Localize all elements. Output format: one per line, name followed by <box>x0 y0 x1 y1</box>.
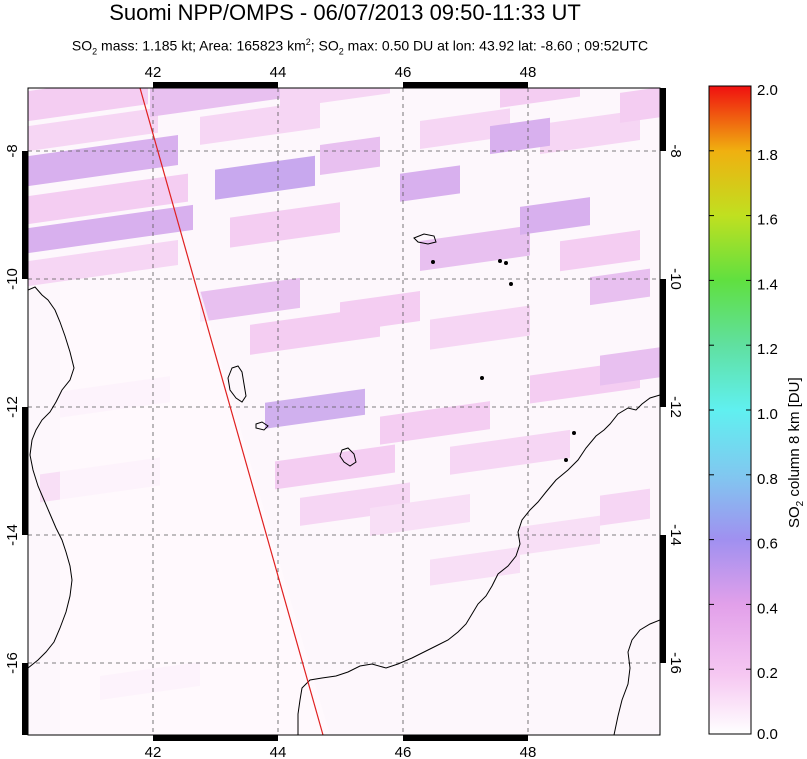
lat-label-right-8: -8 <box>667 144 684 157</box>
subtitle-mass-label: SO <box>71 37 93 54</box>
cb-label-1-6: 1.6 <box>757 212 778 229</box>
lon-label-bottom-44: 44 <box>270 744 287 759</box>
lat-labels-left: -8 -10 -12 -14 -16 <box>4 144 21 674</box>
map-title: Suomi NPP/OMPS - 06/07/2013 09:50-11:33 … <box>109 0 581 25</box>
lon-labels-top: 42 44 46 48 <box>145 64 537 81</box>
cb-label-0-0: 0.0 <box>757 726 778 743</box>
lat-label-left-16: -16 <box>4 652 21 674</box>
subtitle-mass-sub: 2 <box>92 46 98 57</box>
lon-label-top-42: 42 <box>145 64 162 81</box>
subtitle-max-text: max: 0.50 DU at lon: 43.92 lat: -8.60 ; … <box>343 37 649 54</box>
so2-pixels <box>28 88 660 735</box>
colorbar-ticks <box>709 85 751 670</box>
frame-lat-bars <box>22 88 666 735</box>
lat-label-right-16: -16 <box>667 652 684 674</box>
cb-title-sub: 2 <box>795 500 806 507</box>
lat-label-left-14: -14 <box>4 524 21 546</box>
lat-labels-right: -8 -10 -12 -14 -16 <box>667 144 684 674</box>
map-subtitle: SO2 mass: 1.185 kt; Area: 165823 km2; SO… <box>10 33 710 60</box>
lon-label-bottom-48: 48 <box>520 744 537 759</box>
cb-label-2-0: 2.0 <box>757 82 778 99</box>
colorbar-title: SO2 column 8 km [DU] <box>786 377 806 528</box>
cb-label-1-4: 1.4 <box>757 276 778 293</box>
cb-label-1-0: 1.0 <box>757 406 778 423</box>
cb-label-0-8: 0.8 <box>757 471 778 488</box>
subtitle-area-sup: 2 <box>305 37 311 47</box>
cb-label-1-8: 1.8 <box>757 147 778 164</box>
lat-label-right-12: -12 <box>667 396 684 418</box>
cb-title-main: SO <box>786 506 803 528</box>
lat-label-left-10: -10 <box>4 268 21 290</box>
colorbar-tick-labels: 2.0 1.8 1.6 1.4 1.2 1.0 0.8 0.6 0.4 0.2 … <box>757 82 778 743</box>
cb-label-1-2: 1.2 <box>757 341 778 358</box>
lon-labels-bottom: 42 44 46 48 <box>145 744 537 759</box>
cb-label-0-6: 0.6 <box>757 536 778 553</box>
orbit-track-line <box>139 87 324 736</box>
coastlines <box>28 233 660 735</box>
cb-label-0-4: 0.4 <box>757 600 778 617</box>
lat-label-left-12: -12 <box>4 396 21 418</box>
cb-title-rest: column 8 km [DU] <box>786 377 803 501</box>
colorbar <box>708 85 752 735</box>
lon-label-top-46: 46 <box>395 64 412 81</box>
subtitle-mass-text: mass: 1.185 kt; Area: 165823 km <box>97 37 306 54</box>
subtitle-max-sub: 2 <box>338 46 344 57</box>
lat-label-right-14: -14 <box>667 524 684 546</box>
lat-label-left-8: -8 <box>4 144 21 157</box>
subtitle-max-prefix: ; SO <box>310 37 339 54</box>
cb-label-0-2: 0.2 <box>757 665 778 682</box>
map-gridlines <box>28 88 660 735</box>
lon-label-bottom-46: 46 <box>395 744 412 759</box>
lat-label-right-10: -10 <box>667 268 684 290</box>
lon-label-top-48: 48 <box>520 64 537 81</box>
frame-lon-bars <box>153 82 528 741</box>
lon-label-top-44: 44 <box>270 64 287 81</box>
lon-label-bottom-42: 42 <box>145 744 162 759</box>
